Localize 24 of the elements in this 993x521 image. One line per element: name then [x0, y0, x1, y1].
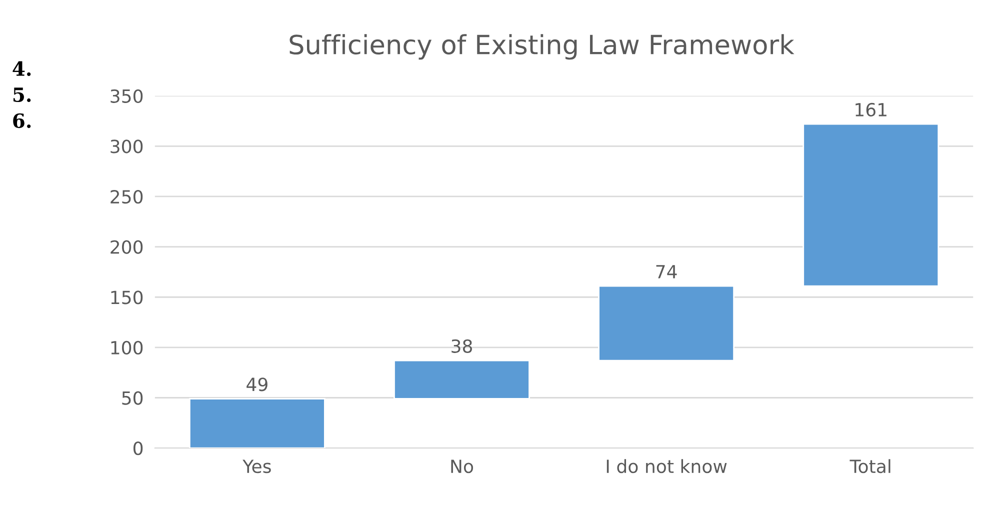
bar	[394, 360, 530, 400]
bar	[598, 285, 734, 362]
text: 4.	[12, 61, 31, 76]
data-label: 161	[856, 102, 886, 117]
data-label: 74	[656, 265, 677, 278]
y-tick-label: 50	[122, 391, 143, 405]
y-tick-label: 250	[110, 190, 143, 204]
chart-title: Sufficiency of Existing Law Framework	[290, 34, 794, 60]
x-tick-label: No	[451, 460, 474, 474]
x-tick-label: I do not know	[606, 459, 727, 474]
y-tick-label: 150	[111, 290, 143, 304]
y-tick-label: 300	[110, 140, 143, 154]
x-tick-label: Yes	[242, 460, 271, 474]
y-tick-label: 350	[110, 89, 143, 103]
bar	[188, 398, 326, 448]
text: 5.	[14, 88, 31, 102]
y-tick-label: 0	[134, 442, 143, 456]
data-label: 49	[246, 378, 268, 392]
text: 6.	[13, 113, 31, 128]
bar	[802, 123, 940, 287]
y-tick-label: 200	[110, 240, 143, 254]
y-tick-label: 100	[111, 340, 143, 355]
x-tick-label: Total	[850, 459, 890, 474]
data-label: 38	[452, 339, 472, 353]
